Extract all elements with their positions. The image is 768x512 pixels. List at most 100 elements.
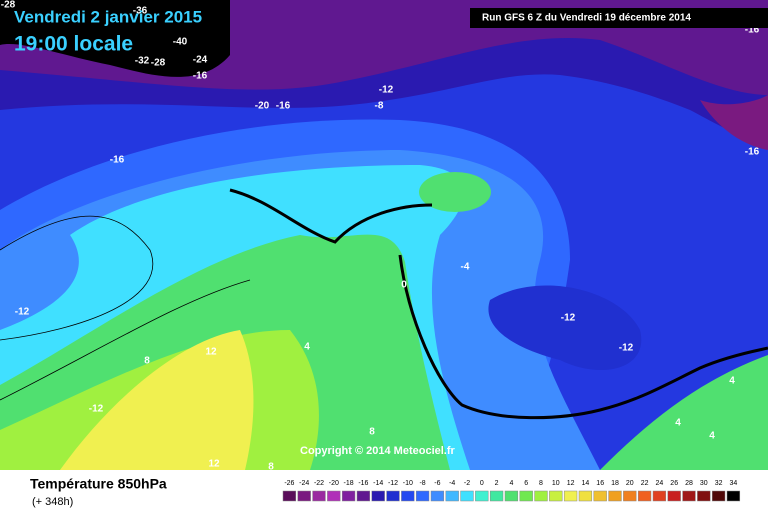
legend-swatch — [386, 490, 400, 502]
legend-swatch — [312, 490, 326, 502]
contour-label: -12 — [89, 404, 104, 415]
contour-label: 12 — [205, 347, 217, 358]
zero-isotherm — [229, 188, 768, 420]
contour-label: 12 — [208, 459, 220, 470]
legend-swatch — [593, 490, 607, 502]
contour — [0, 215, 153, 341]
contour-label: -28 — [1, 0, 16, 11]
legend-tick-label: 26 — [670, 480, 678, 487]
contour-label: -28 — [151, 58, 166, 69]
legend-tick-label: -2 — [464, 480, 470, 487]
contour-label: -24 — [193, 55, 208, 66]
legend-tick-label: 8 — [539, 480, 543, 487]
contour-label: 0 — [401, 280, 407, 291]
lead-time: (+ 348h) — [32, 496, 73, 508]
legend-tick-label: -6 — [434, 480, 440, 487]
legend-tick-label: 18 — [611, 480, 619, 487]
legend-swatch — [682, 490, 696, 502]
forecast-time: 19:00 locale — [14, 33, 133, 56]
legend-tick-label: 14 — [582, 480, 590, 487]
contour-label: -16 — [745, 147, 760, 158]
legend-swatch — [534, 490, 548, 502]
legend-swatch — [667, 490, 681, 502]
legend-swatch — [371, 490, 385, 502]
run-box — [470, 8, 768, 28]
contour-label: 4 — [729, 376, 735, 387]
contour-label: -16 — [276, 101, 291, 112]
contour-label: -12 — [561, 313, 576, 324]
contour-label: 4 — [304, 342, 310, 353]
contour-label: -32 — [135, 56, 150, 67]
contour-label: 4 — [709, 431, 715, 442]
field-name: Température 850hPa — [30, 476, 167, 492]
contour-label: 4 — [675, 418, 681, 429]
legend-swatch — [445, 490, 459, 502]
contour-label: -36 — [133, 6, 148, 17]
contour-label: -12 — [619, 343, 634, 354]
contour-label: -20 — [255, 101, 270, 112]
legend-tick-label: 30 — [700, 480, 708, 487]
contour-labels: -28 -36 -40 -32 -28 -24 -16 -20 -16 -12 … — [1, 0, 760, 473]
cold-pool — [488, 285, 642, 370]
legend-tick-label: -24 — [299, 480, 309, 487]
legend-swatch — [282, 490, 297, 502]
contour-label: -16 — [110, 155, 125, 166]
contour-label: -16 — [745, 25, 760, 36]
contour-label: -12 — [15, 307, 30, 318]
contour-label: -12 — [379, 85, 394, 96]
warm-zone — [60, 330, 254, 470]
contour — [0, 279, 251, 401]
legend-tick-label: 20 — [626, 480, 634, 487]
legend-swatch — [297, 490, 311, 502]
legend-swatch — [430, 490, 445, 502]
legend-tick-label: 4 — [509, 480, 513, 487]
legend-swatch — [711, 490, 726, 502]
east-cold — [700, 95, 768, 150]
legend-tick-label: -26 — [284, 480, 294, 487]
run-info: Run GFS 6 Z du Vendredi 19 décembre 2014 — [482, 13, 691, 24]
legend-tick-label: 12 — [567, 480, 575, 487]
legend-tick-label: 28 — [685, 480, 693, 487]
legend-tick-label: -8 — [419, 480, 425, 487]
contour-label: -40 — [173, 37, 188, 48]
legend-swatch — [697, 490, 711, 502]
legend-tick-label: -4 — [449, 480, 455, 487]
legend-tick-label: 22 — [641, 480, 649, 487]
legend-swatch — [519, 490, 533, 502]
legend-swatch — [637, 490, 652, 502]
legend-swatch — [475, 490, 489, 502]
legend-tick-label: -16 — [358, 480, 368, 487]
legend-tick-label: -14 — [373, 480, 383, 487]
legend-swatch — [356, 490, 371, 502]
legend-tick-label: -22 — [314, 480, 324, 487]
legend-tick-label: -20 — [329, 480, 339, 487]
legend-swatch — [415, 490, 430, 502]
legend-tick-label: 24 — [656, 480, 664, 487]
legend-swatch — [504, 490, 519, 502]
contour-label: -8 — [375, 101, 384, 112]
legend-swatch — [549, 490, 563, 502]
legend-swatch — [460, 490, 474, 502]
legend-tick-label: 10 — [552, 480, 560, 487]
contour-label: 8 — [369, 427, 375, 438]
contour-label: 8 — [144, 356, 150, 367]
iceland-blob — [419, 172, 491, 212]
legend-tick-label: 0 — [480, 480, 484, 487]
legend-swatch — [489, 490, 504, 502]
copyright: Copyright © 2014 Meteociel.fr — [300, 445, 456, 457]
legend-tick-label: 34 — [730, 480, 738, 487]
legend-swatch — [401, 490, 415, 502]
legend-swatch — [652, 490, 667, 502]
contour-label: 8 — [268, 462, 274, 473]
contour-label: -16 — [193, 71, 208, 82]
legend-swatch — [726, 490, 741, 502]
legend-tick-label: -18 — [344, 480, 354, 487]
color-legend: -26 -24 -22 -20 -18 -16 -14 -12 -10 -8 -6 -4 -2 0 2 4 6 8… — [282, 480, 741, 502]
greenland-core — [0, 0, 230, 77]
legend-tick-label: 6 — [524, 480, 528, 487]
south-east-green — [600, 355, 768, 470]
forecast-date: Vendredi 2 janvier 2015 — [14, 7, 202, 26]
contour-label: -4 — [461, 262, 470, 273]
